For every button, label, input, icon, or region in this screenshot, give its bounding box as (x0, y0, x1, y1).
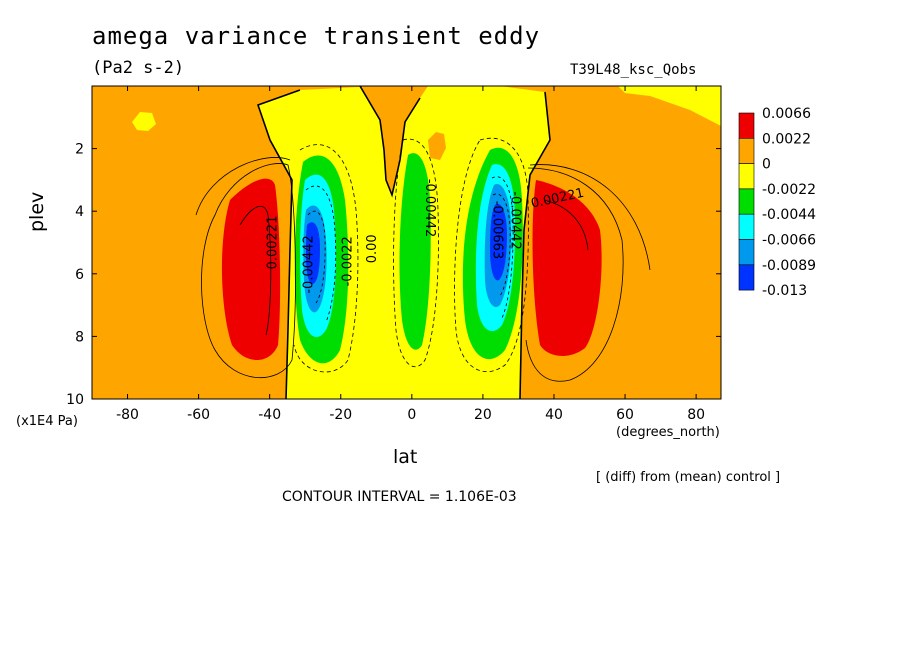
y-tick-label: 10 (66, 392, 84, 408)
fill-region-red-right (532, 180, 602, 356)
colorbar-swatch (738, 112, 755, 139)
contour-line (529, 164, 651, 271)
contour-label: -0.00663 (490, 201, 505, 259)
x-tick-label: -60 (187, 407, 210, 423)
colorbar-label: -0.0066 (762, 233, 816, 249)
contour-fill-layer (92, 86, 721, 399)
contour-line (491, 176, 514, 319)
fill-region-red-left (221, 178, 281, 360)
contour-label: -0.0022 (340, 236, 355, 286)
contour-line (305, 185, 337, 323)
colorbar: 0.0066 0.0022 0 -0.0022 -0.0044 -0.0066 -0.008… (738, 106, 816, 299)
x-tick-label: 60 (616, 407, 634, 423)
x-axis-ticks: -80 -60 -40 -20 0 20 40 60 80 (116, 86, 705, 423)
contour-line (519, 91, 551, 399)
plot-frame (91, 85, 722, 400)
colorbar-label: 0.0066 (762, 106, 811, 122)
contour-line (201, 163, 296, 379)
contour-label: 0.00221 (266, 216, 281, 270)
fill-region-green-center (399, 153, 431, 350)
x-tick-label: 20 (474, 407, 492, 423)
contour-line (525, 167, 624, 382)
colorbar-swatch (738, 213, 755, 240)
contour-line (543, 199, 589, 251)
diff-note: [ (diff) from (mean) control ] (596, 470, 781, 485)
contour-line (359, 86, 421, 198)
colorbar-label: -0.0089 (762, 258, 816, 274)
y-tick-label: 4 (75, 204, 84, 220)
fill-region-orange-notch (360, 86, 428, 195)
contour-line (393, 138, 439, 368)
contour-line (454, 137, 529, 373)
colorbar-swatch (738, 163, 755, 190)
fill-region-yellow-topright (618, 86, 721, 126)
colorbar-swatch (738, 264, 755, 291)
fill-region-darkblue-left (306, 222, 320, 285)
x-axis-label: lat (393, 446, 418, 468)
x-unit-label: (degrees_north) (616, 425, 720, 440)
contour-label: -0.00442 (422, 179, 437, 237)
x-tick-label: -80 (116, 407, 139, 423)
chart-title: amega variance transient eddy (92, 22, 541, 50)
colorbar-label: -0.0044 (762, 207, 816, 223)
contour-label: -0.00442 (301, 235, 316, 293)
contour-line (256, 89, 301, 399)
colorbar-label: 0 (762, 157, 771, 173)
y-tick-label: 2 (75, 142, 84, 158)
colorbar-label: -0.0022 (762, 182, 816, 198)
fill-region-yellow-island-left (132, 112, 156, 131)
x-tick-label: 0 (407, 407, 416, 423)
contour-label: -0.00442 (507, 191, 522, 249)
x-tick-label: -40 (258, 407, 281, 423)
y-unit-label: (x1E4 Pa) (16, 414, 78, 429)
contour-interval: CONTOUR INTERVAL = 1.106E-03 (282, 489, 517, 505)
x-tick-label: -20 (329, 407, 352, 423)
chart-units: (Pa2 s-2) (92, 58, 185, 78)
run-name: T39L48_ksc_Qobs (570, 62, 697, 78)
contour-label: 0.00 (365, 234, 380, 263)
colorbar-label: -0.013 (762, 283, 807, 299)
contour-line-layer (195, 86, 651, 399)
colorbar-swatch (738, 188, 755, 215)
y-axis-ticks: 2 4 6 8 10 (66, 142, 721, 408)
contour-line (492, 193, 511, 297)
fill-region-darkblue-right (490, 203, 507, 281)
y-tick-label: 6 (75, 267, 84, 283)
x-tick-label: 80 (687, 407, 705, 423)
fill-region-orange-blob-center (428, 132, 446, 160)
contour-line (239, 205, 272, 336)
colorbar-label: 0.0022 (762, 131, 811, 147)
x-tick-label: 40 (545, 407, 563, 423)
contour-line (293, 144, 359, 373)
y-tick-label: 8 (75, 329, 84, 345)
contour-line (307, 210, 326, 304)
colorbar-swatch (738, 138, 755, 164)
colorbar-swatch (738, 239, 755, 266)
